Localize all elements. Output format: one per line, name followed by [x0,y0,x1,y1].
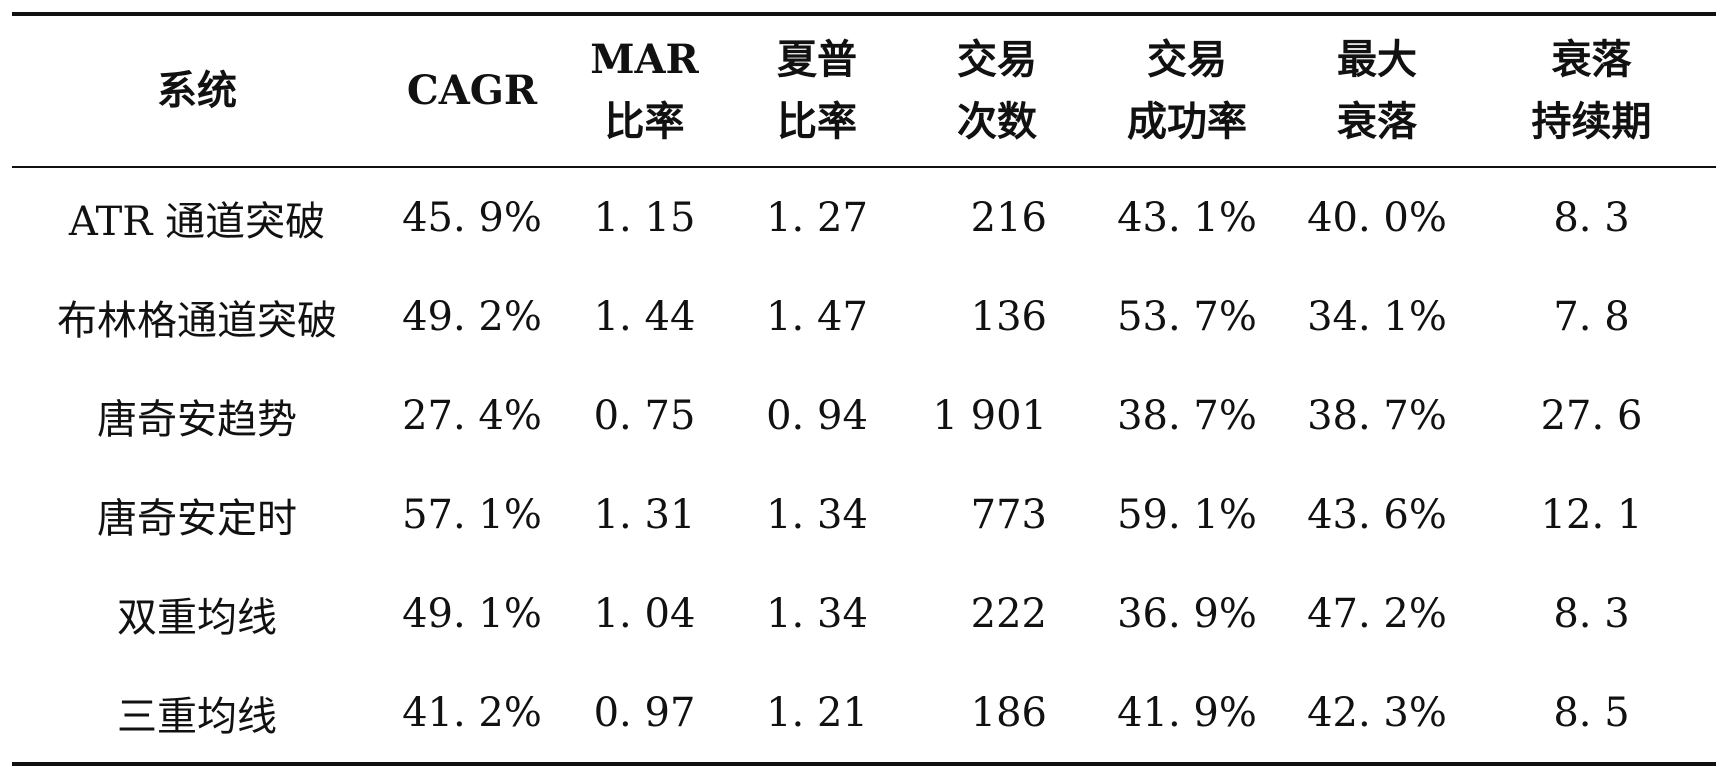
mar-ratio-cell: 1. 15 [593,194,696,241]
cagr-cell: 41. 2% [402,689,542,736]
system-name-cell: 三重均线 [117,693,277,740]
win-rate-cell: 36. 9% [1117,590,1257,637]
table-row: 唐奇安趋势 27. 4% 0. 75 0. 94 1 901 38. 7% 38. 7% 27… [12,366,1716,465]
win-rate-cell: 43. 1% [1117,194,1257,241]
drawdown-duration-cell: 27. 6 [1540,392,1643,439]
system-name-cell: 双重均线 [117,594,277,641]
win-rate-cell: 59. 1% [1117,491,1257,538]
max-drawdown-cell: 43. 6% [1307,491,1447,538]
system-name-cell: 布林格通道突破 [57,297,337,344]
drawdown-duration-cell: 8. 3 [1553,590,1630,637]
trade-count-cell: 222 [970,590,1047,637]
drawdown-duration-cell: 8. 3 [1553,194,1630,241]
mar-ratio-cell: 1. 44 [593,293,696,340]
trade-count-cell: 216 [970,194,1047,241]
trade-count-cell: 136 [970,293,1047,340]
sharpe-ratio-cell: 1. 27 [766,194,868,241]
trading-systems-table: 系统 CAGR MAR 比率 夏普 比率 交易 次数 交易 [12,12,1716,766]
mar-ratio-cell: 1. 04 [593,590,696,637]
trade-count-cell: 773 [970,491,1047,538]
max-drawdown-cell: 40. 0% [1307,194,1447,241]
mar-ratio-cell: 1. 31 [593,491,696,538]
cagr-cell: 57. 1% [402,491,542,538]
system-name-cell: ATR 通道突破 [68,198,326,245]
table-row: ATR 通道突破 45. 9% 1. 15 1. 27 216 43. 1% 40. 0% 8… [12,167,1716,267]
max-drawdown-cell: 34. 1% [1307,293,1447,340]
win-rate-cell: 41. 9% [1117,689,1257,736]
sharpe-ratio-cell: 1. 34 [766,590,868,637]
max-drawdown-cell: 38. 7% [1307,392,1447,439]
win-rate-cell: 53. 7% [1117,293,1257,340]
mar-ratio-cell: 0. 75 [593,392,696,439]
max-drawdown-cell: 47. 2% [1307,590,1447,637]
sharpe-ratio-cell: 1. 21 [766,689,868,736]
cagr-cell: 27. 4% [402,392,542,439]
table-body: ATR 通道突破 45. 9% 1. 15 1. 27 216 43. 1% 40. 0% 8… [12,167,1716,764]
table-row: 三重均线 41. 2% 0. 97 1. 21 186 41. 9% 42. 3% 8. 5 [12,663,1716,764]
header-sharpe-ratio: 夏普 比率 [777,36,857,145]
cagr-cell: 49. 1% [402,590,542,637]
drawdown-duration-cell: 12. 1 [1540,491,1643,538]
drawdown-duration-cell: 7. 8 [1553,293,1630,340]
sharpe-ratio-cell: 1. 47 [766,293,868,340]
max-drawdown-cell: 42. 3% [1307,689,1447,736]
drawdown-duration-cell: 8. 5 [1553,689,1630,736]
sharpe-ratio-cell: 0. 94 [766,392,868,439]
cagr-cell: 49. 2% [402,293,542,340]
table-row: 唐奇安定时 57. 1% 1. 31 1. 34 773 59. 1% 43. 6% 12. … [12,465,1716,564]
header-win-rate: 交易 成功率 [1127,36,1247,145]
win-rate-cell: 38. 7% [1117,392,1257,439]
header-mar-ratio: MAR 比率 [590,36,699,145]
header-cagr: CAGR [406,67,538,114]
header-max-drawdown: 最大 衰落 [1337,36,1417,145]
header-system: 系统 [157,67,237,114]
trading-systems-table-container: 系统 CAGR MAR 比率 夏普 比率 交易 次数 交易 [12,12,1716,766]
header-drawdown-duration: 衰落 持续期 [1531,36,1652,145]
header-trade-count: 交易 次数 [957,36,1037,145]
system-name-cell: 唐奇安定时 [97,495,297,542]
table-header-row: 系统 CAGR MAR 比率 夏普 比率 交易 次数 交易 [12,14,1716,167]
trade-count-cell: 1 901 [932,392,1047,439]
trade-count-cell: 186 [970,689,1047,736]
table-row: 布林格通道突破 49. 2% 1. 44 1. 47 136 53. 7% 34. 1% 7.… [12,267,1716,366]
sharpe-ratio-cell: 1. 34 [766,491,868,538]
mar-ratio-cell: 0. 97 [593,689,696,736]
table-row: 双重均线 49. 1% 1. 04 1. 34 222 36. 9% 47. 2% 8. 3 [12,564,1716,663]
cagr-cell: 45. 9% [402,194,542,241]
system-name-cell: 唐奇安趋势 [97,396,297,443]
